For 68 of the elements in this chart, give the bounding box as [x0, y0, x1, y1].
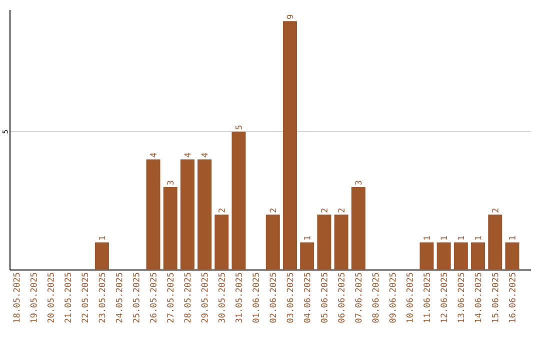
data-label: 2 — [270, 208, 276, 212]
bar — [146, 159, 160, 270]
x-tick-label: 30.05.2025 — [218, 272, 225, 323]
x-tick-label: 29.05.2025 — [201, 272, 208, 323]
x-tick-label: 20.05.2025 — [47, 272, 54, 323]
data-label: 2 — [218, 208, 225, 212]
data-label: 1 — [440, 236, 447, 240]
x-tick-label: 09.06.2025 — [389, 272, 396, 323]
x-tick-label: 18.05.2025 — [13, 272, 20, 322]
x-tick-label: 12.06.2025 — [440, 272, 448, 322]
bar — [214, 214, 229, 270]
bar — [420, 242, 434, 270]
x-tick-label: 13.06.2025 — [458, 272, 464, 322]
data-label: 5 — [236, 126, 242, 130]
bar — [282, 21, 297, 270]
x-tick-label: 19.05.2025 — [30, 272, 37, 322]
x-tick-label: 27.05.2025 — [167, 272, 174, 323]
data-label: 1 — [98, 236, 106, 240]
bar — [300, 242, 314, 270]
x-tick-label: 06.06.2025 — [338, 272, 344, 323]
data-label: 1 — [509, 236, 516, 240]
x-tick-label: 28.05.2025 — [184, 272, 191, 323]
x-tick-label: 10.06.2025 — [406, 272, 413, 322]
bar — [351, 187, 366, 270]
x-tick-label: 11.06.2025 — [424, 272, 430, 322]
x-tick-label: 01.06.2025 — [252, 272, 260, 323]
data-label: 4 — [184, 152, 191, 158]
x-tick-label: 04.06.2025 — [304, 272, 310, 323]
data-label: 9 — [286, 14, 294, 19]
x-tick-label: 31.05.2025 — [236, 272, 242, 323]
x-tick-label: 07.06.2025 — [355, 272, 362, 323]
x-tick-label: 26.05.2025 — [150, 272, 156, 323]
data-label: 2 — [492, 208, 498, 212]
bar — [317, 214, 332, 270]
bar — [471, 242, 486, 270]
x-tick-label: 22.05.2025 — [82, 272, 88, 323]
x-tick-label: 14.06.2025 — [474, 272, 482, 322]
data-label: 4 — [150, 152, 156, 158]
bar — [505, 242, 520, 270]
bar — [266, 214, 280, 270]
x-tick-label: 08.06.2025 — [372, 272, 379, 323]
bar — [163, 187, 178, 270]
x-tick-label: 21.05.2025 — [64, 272, 71, 323]
bar — [180, 159, 194, 270]
x-tick-label: 05.06.2025 — [320, 272, 328, 323]
data-label: 2 — [338, 208, 344, 212]
bar — [198, 159, 212, 270]
bar — [436, 242, 451, 270]
bar — [454, 242, 468, 270]
data-label: 1 — [458, 236, 464, 240]
x-tick-label: 23.05.2025 — [98, 272, 106, 323]
bar — [488, 214, 502, 270]
data-label: 1 — [304, 236, 310, 240]
bar — [334, 214, 348, 270]
data-label: 1 — [424, 236, 430, 240]
data-label: 2 — [321, 208, 328, 212]
x-tick-label: 03.06.2025 — [286, 272, 294, 323]
x-tick-label: 24.05.2025 — [116, 272, 122, 323]
x-tick-label: 15.06.2025 — [492, 272, 498, 322]
data-label: 3 — [355, 180, 362, 185]
data-label: 1 — [474, 236, 482, 240]
data-label: 4 — [201, 152, 208, 158]
x-tick-label: 02.06.2025 — [270, 272, 276, 323]
x-tick-label: 16.06.2025 — [509, 272, 516, 322]
x-tick-label: 25.05.2025 — [132, 272, 140, 323]
bar — [232, 132, 246, 270]
bar — [94, 242, 109, 270]
data-label: 3 — [167, 180, 174, 185]
